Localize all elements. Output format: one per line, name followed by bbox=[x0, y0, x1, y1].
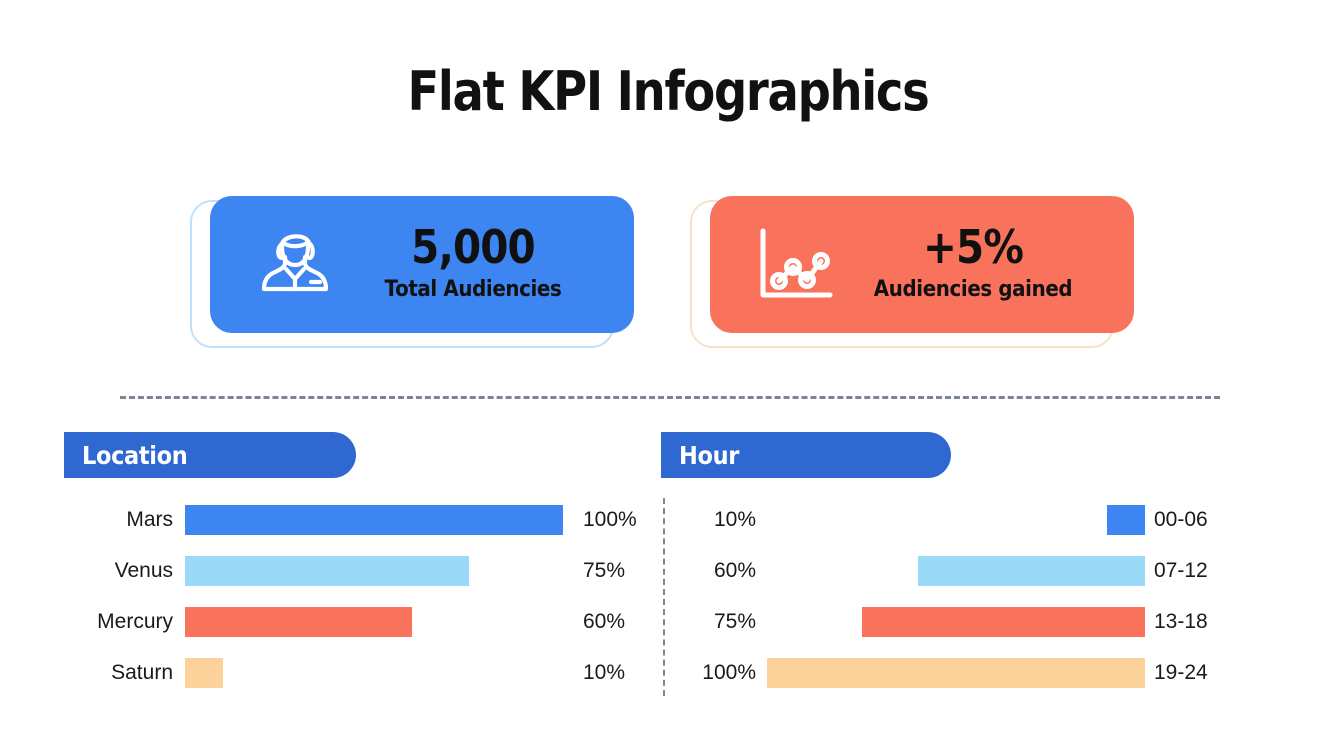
kpi-card-total-audiencies[interactable]: 5,000 Total Audiencies bbox=[190, 190, 634, 355]
businessman-icon bbox=[252, 222, 338, 308]
bar-row: Venus 75% bbox=[64, 556, 644, 586]
bar-fill[interactable] bbox=[1107, 505, 1145, 535]
kpi-text-group: +5% Audiencies gained bbox=[838, 224, 1114, 305]
bar-fill[interactable] bbox=[185, 556, 469, 586]
section-banner-hour[interactable]: Hour bbox=[661, 432, 951, 478]
section-banner-location[interactable]: Location bbox=[64, 432, 356, 478]
bar-row: Mercury 60% bbox=[64, 607, 644, 637]
bar-track bbox=[185, 505, 574, 535]
bar-category-label: 19-24 bbox=[1154, 661, 1208, 684]
kpi-card-body: 5,000 Total Audiencies bbox=[210, 196, 634, 333]
bar-fill[interactable] bbox=[918, 556, 1145, 586]
bar-track bbox=[766, 556, 1145, 586]
bar-value-label: 60% bbox=[713, 559, 756, 582]
bar-category-label: 07-12 bbox=[1154, 559, 1208, 582]
vertical-dashed-divider bbox=[663, 498, 665, 696]
bar-category-label: 00-06 bbox=[1154, 508, 1208, 531]
bar-row: Mars 100% bbox=[64, 505, 644, 535]
bar-row: 100% 19-24 bbox=[680, 658, 1225, 688]
bar-track bbox=[185, 556, 574, 586]
kpi-card-audiencies-gained[interactable]: +5% Audiencies gained bbox=[690, 190, 1134, 355]
kpi-value: +5% bbox=[922, 220, 1024, 275]
kpi-value: 5,000 bbox=[411, 220, 536, 275]
kpi-text-group: 5,000 Total Audiencies bbox=[338, 224, 614, 305]
bar-value-label: 75% bbox=[713, 610, 756, 633]
bar-fill[interactable] bbox=[767, 658, 1145, 688]
section-banner-label: Location bbox=[82, 440, 188, 470]
bar-fill[interactable] bbox=[185, 505, 563, 535]
bar-row: 10% 00-06 bbox=[680, 505, 1225, 535]
bar-category-label: Mercury bbox=[97, 610, 173, 633]
bar-chart-hour: 10% 00-06 60% 07-12 75% 13-18 100% 19-24 bbox=[680, 505, 1225, 688]
bar-track bbox=[766, 658, 1145, 688]
bar-row: 75% 13-18 bbox=[680, 607, 1225, 637]
horizontal-dashed-divider bbox=[120, 396, 1220, 399]
bar-row: Saturn 10% bbox=[64, 658, 644, 688]
bar-track bbox=[766, 607, 1145, 637]
bar-value-label: 100% bbox=[583, 508, 637, 531]
bar-fill[interactable] bbox=[185, 607, 412, 637]
bar-value-label: 75% bbox=[583, 559, 626, 582]
bar-category-label: 13-18 bbox=[1154, 610, 1208, 633]
bar-fill[interactable] bbox=[185, 658, 223, 688]
bar-row: 60% 07-12 bbox=[680, 556, 1225, 586]
kpi-label: Total Audiencies bbox=[384, 277, 562, 303]
kpi-card-body: +5% Audiencies gained bbox=[710, 196, 1134, 333]
kpi-label: Audiencies gained bbox=[873, 277, 1073, 303]
bar-value-label: 10% bbox=[713, 508, 756, 531]
bar-value-label: 10% bbox=[583, 661, 626, 684]
bar-track bbox=[185, 607, 574, 637]
bar-track bbox=[185, 658, 574, 688]
section-banner-label: Hour bbox=[679, 440, 739, 470]
line-chart-icon bbox=[752, 222, 838, 308]
page-title: Flat KPI Infographics bbox=[407, 60, 929, 123]
bar-value-label: 60% bbox=[583, 610, 626, 633]
bar-value-label: 100% bbox=[702, 661, 756, 684]
bar-track bbox=[766, 505, 1145, 535]
bar-category-label: Saturn bbox=[111, 661, 173, 684]
bar-fill[interactable] bbox=[861, 607, 1145, 637]
bar-category-label: Mars bbox=[126, 508, 173, 531]
bar-chart-location: Mars 100% Venus 75% Mercury 60% Saturn 10% bbox=[64, 505, 644, 688]
bar-category-label: Venus bbox=[114, 559, 173, 582]
